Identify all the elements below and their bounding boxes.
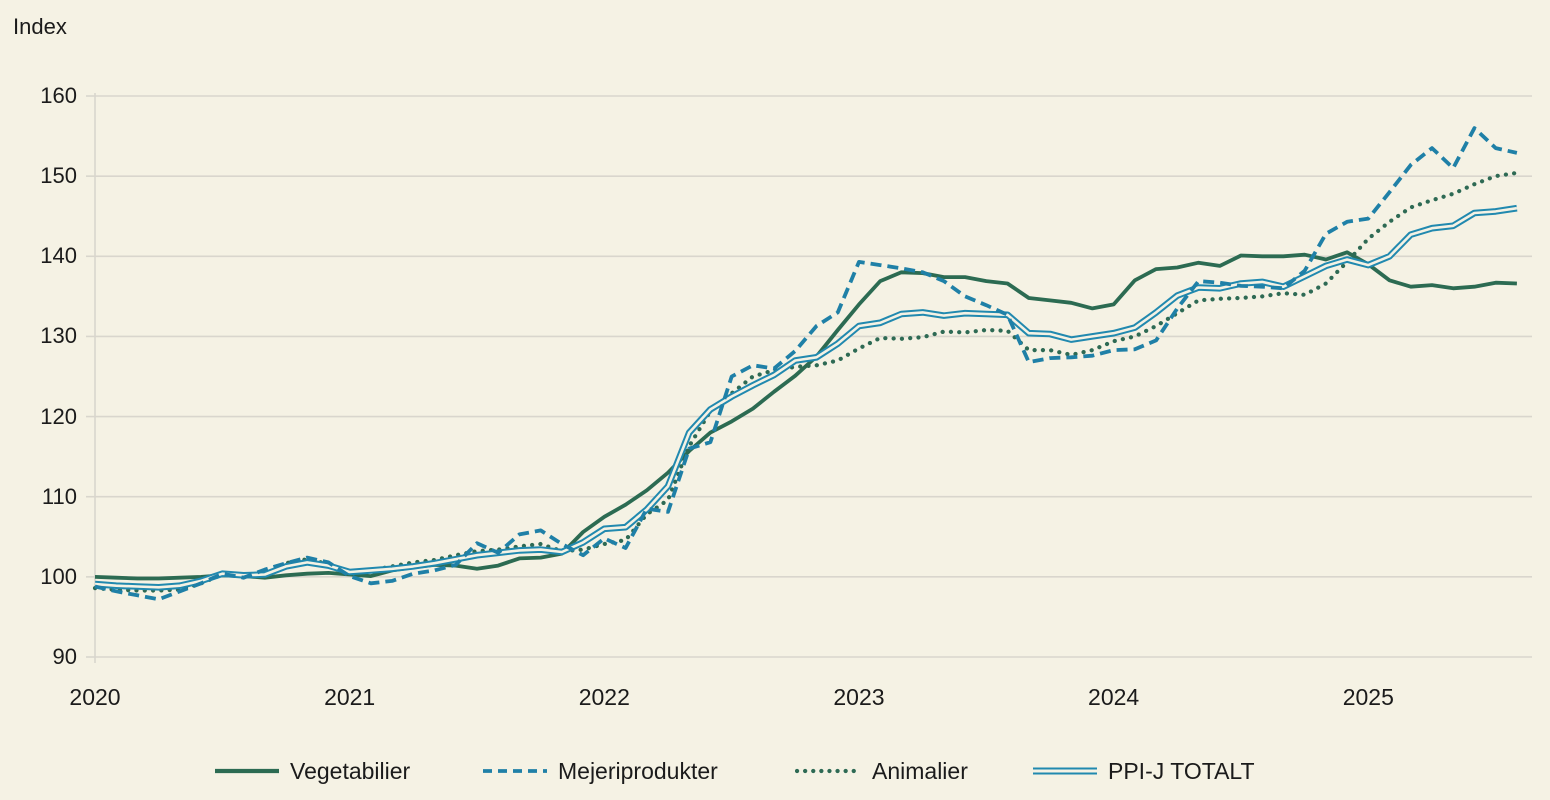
legend-item-mejeriprodukter: Mejeriprodukter: [481, 752, 718, 790]
y-axis-tick-label-140: 140: [40, 243, 77, 269]
x-axis-year-label-2025: 2025: [1342, 684, 1394, 710]
legend-item-animalier: Animalier: [795, 752, 968, 790]
legend-label-vegetabilier: Vegetabilier: [290, 757, 411, 784]
series-line-Animalier: [92, 170, 1520, 593]
y-axis-tick-label-150: 150: [40, 163, 77, 189]
legend-label-ppi-j-totalt: PPI-J TOTALT: [1108, 757, 1255, 784]
x-axis-year-label-2020: 2020: [69, 684, 121, 710]
x-axis-year-label-2024: 2024: [1088, 684, 1140, 710]
y-axis-tick-label-160: 160: [40, 83, 77, 108]
series-line-Mejeriprodukter: [94, 126, 1518, 602]
series-line-PPI-J TOTALT: [94, 204, 1518, 591]
series-line-Vegetabilier: [94, 250, 1517, 581]
chart-legend: Vegetabilier Mejeriprodukter Animalier P…: [0, 752, 1550, 792]
series-line-inner-PPI-J TOTALT: [94, 206, 1518, 589]
x-axis-year-label-2021: 2021: [324, 684, 376, 710]
legend-label-mejeriprodukter: Mejeriprodukter: [558, 757, 718, 784]
vegetabilier-line-swatch-icon: [215, 768, 279, 774]
y-axis-tick-label-130: 130: [40, 323, 77, 349]
y-axis-tick-label-120: 120: [40, 403, 77, 429]
legend-item-vegetabilier: Vegetabilier: [213, 752, 410, 790]
x-axis-year-label-2023: 2023: [833, 684, 885, 710]
legend-item-ppi-j-totalt: PPI-J TOTALT: [1031, 752, 1255, 790]
legend-label-animalier: Animalier: [872, 757, 968, 784]
ppi-j-totalt-line-swatch-icon: [1033, 767, 1097, 775]
mejeriprodukter-line-swatch-icon: [483, 769, 547, 773]
y-axis-title: Index: [13, 14, 67, 39]
x-axis-year-label-2022: 2022: [578, 684, 630, 710]
y-axis-tick-label-100: 100: [40, 563, 77, 589]
y-axis-tick-label-90: 90: [52, 644, 77, 669]
animalier-line-swatch-icon: [795, 768, 863, 774]
y-axis-tick-label-110: 110: [41, 483, 77, 509]
